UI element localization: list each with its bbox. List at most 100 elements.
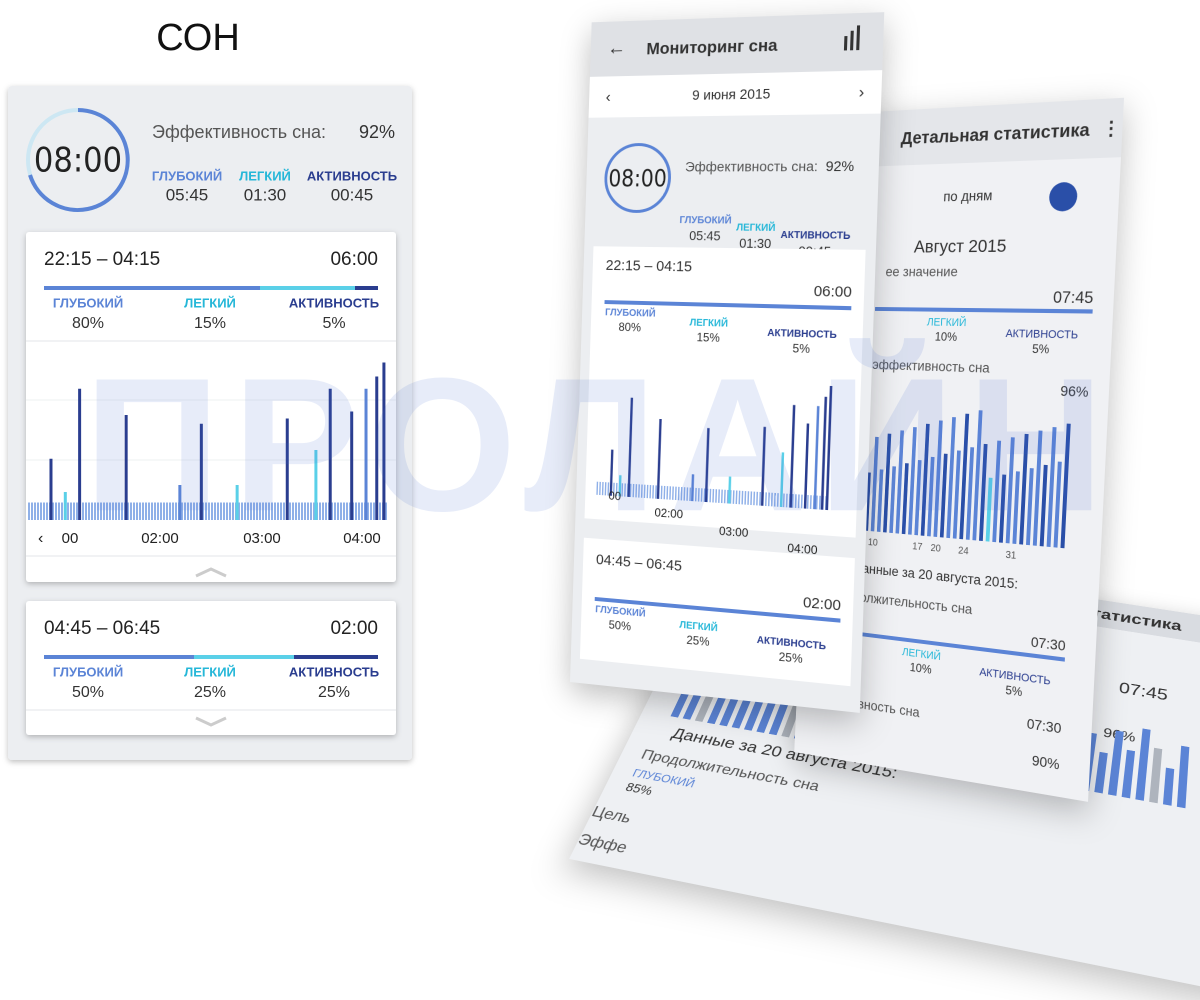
bar	[217, 502, 219, 520]
session-range: 22:15 – 04:15	[44, 249, 160, 270]
phase-label: ЛЕГКИЙ	[927, 315, 967, 329]
session-range: 22:15 – 04:15	[605, 258, 692, 276]
phase-value: 15%	[194, 315, 226, 332]
bar	[313, 502, 315, 520]
phase-bar	[44, 286, 260, 290]
bar	[295, 502, 297, 520]
bar	[205, 502, 207, 520]
day-label: 20	[930, 542, 941, 555]
bar	[379, 502, 381, 520]
prev[interactable]: ‹	[605, 89, 610, 106]
bar	[187, 502, 189, 520]
phase-value: 5%	[322, 315, 345, 332]
menu[interactable]: ⋮	[1101, 118, 1121, 140]
phase-label: ГЛУБОКИЙ	[605, 306, 656, 319]
header	[589, 12, 885, 77]
phase-label: ГЛУБОКИЙ	[595, 603, 646, 620]
bar	[63, 492, 67, 520]
session-range: 04:45 – 06:45	[596, 552, 682, 575]
bars	[28, 362, 387, 520]
collapse[interactable]	[195, 567, 227, 578]
next[interactable]: ›	[858, 84, 864, 102]
stats-icon[interactable]	[843, 36, 848, 51]
phase-bar	[260, 286, 355, 290]
axis-label: 04:00	[343, 530, 381, 547]
stats-phone: Детальная статистика ⋮ по дням Август 20…	[794, 97, 1125, 802]
expand[interactable]	[195, 716, 227, 727]
phase-label: ЛЕГКИЙ	[239, 168, 291, 183]
eff-label: Эффе	[575, 830, 631, 857]
bar	[1060, 423, 1071, 549]
bar	[355, 502, 357, 520]
bar	[361, 502, 363, 520]
bar	[289, 502, 291, 520]
avg-duration: 07:45	[1118, 678, 1169, 703]
phase-label: АКТИВНОСТЬ	[307, 168, 397, 183]
bar	[112, 502, 114, 520]
bar	[178, 485, 182, 520]
bar	[343, 502, 345, 520]
back[interactable]: ←	[607, 37, 626, 60]
bar	[292, 502, 294, 520]
bar	[726, 489, 729, 504]
phase-bar	[874, 306, 1093, 314]
bar	[181, 502, 183, 520]
month: Август 2015	[914, 236, 1007, 257]
phase-value: 01:30	[739, 236, 771, 251]
bar	[88, 502, 90, 520]
bar	[1025, 468, 1034, 546]
axis-label: 00	[608, 490, 621, 504]
time: 08:00	[34, 141, 122, 181]
session-card	[26, 232, 396, 582]
filter[interactable]: по дням	[943, 187, 993, 204]
bar	[370, 502, 372, 520]
bar	[46, 502, 48, 520]
bar	[1012, 471, 1020, 544]
bar	[965, 447, 975, 540]
bar	[166, 502, 168, 520]
bar	[1162, 767, 1175, 806]
bar	[768, 678, 798, 736]
bar	[136, 502, 138, 520]
bar	[172, 502, 174, 520]
bar	[118, 502, 120, 520]
bar	[37, 502, 39, 520]
phase-value: 25%	[778, 650, 802, 666]
eff-value: 96%	[1060, 383, 1089, 401]
bar	[1149, 747, 1163, 804]
bar	[340, 502, 342, 520]
prev[interactable]: ‹	[38, 530, 43, 547]
bar	[268, 502, 270, 520]
bar	[715, 489, 718, 503]
bar	[43, 502, 45, 520]
bar	[130, 502, 132, 520]
avg-label: ее значение	[885, 264, 958, 280]
bar	[358, 502, 360, 520]
bar	[1039, 464, 1048, 547]
phase-value: 05:45	[166, 185, 209, 204]
phase-label: ЛЕГКИЙ	[184, 295, 236, 310]
phase-value: 80%	[72, 315, 104, 332]
bar	[307, 502, 309, 520]
bar	[211, 502, 213, 520]
bar	[364, 388, 368, 520]
bar	[256, 502, 258, 520]
bar	[106, 502, 108, 520]
bar	[235, 485, 239, 520]
bar	[151, 502, 153, 520]
phase-bar	[594, 596, 841, 623]
bar	[55, 502, 57, 520]
bar	[385, 502, 387, 520]
bar	[298, 502, 300, 520]
phase-label: ЛЕГКИЙ	[679, 619, 718, 635]
bar	[142, 502, 144, 520]
avatar[interactable]	[1048, 181, 1078, 212]
day-label: 24	[958, 544, 969, 557]
bar	[985, 477, 993, 542]
bar	[350, 411, 354, 520]
bar	[952, 450, 961, 539]
page-title: СОН	[156, 17, 240, 59]
bar	[310, 502, 312, 520]
phase-label: ГЛУБОКИЙ	[152, 168, 222, 183]
